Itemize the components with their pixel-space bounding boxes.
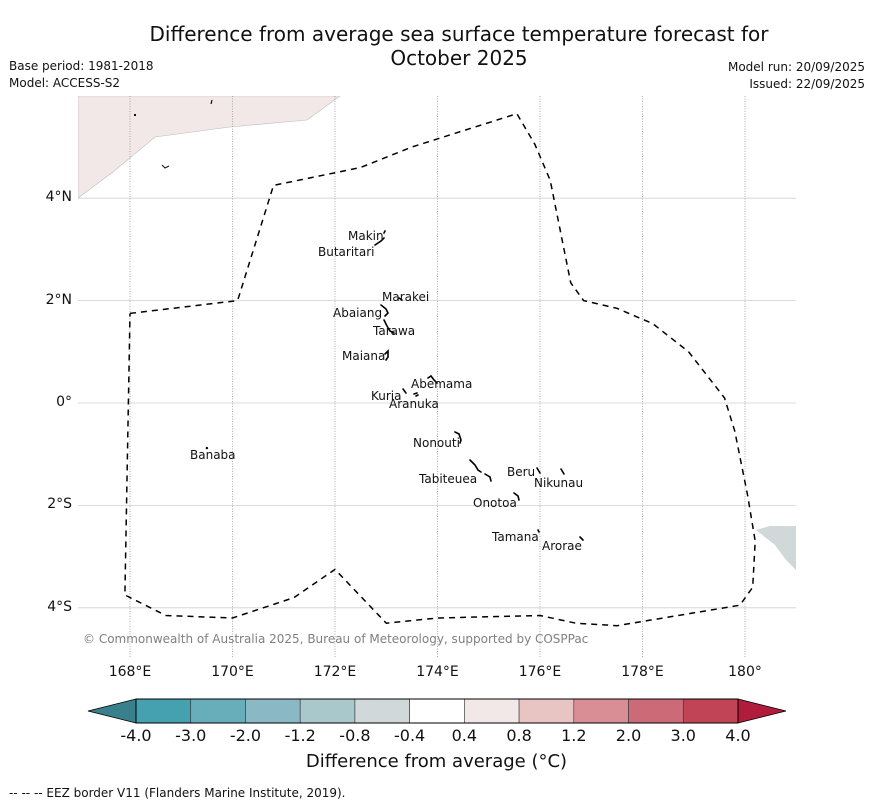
colorbar-bin	[628, 698, 684, 724]
meta-right: Model run: 20/09/2025 Issued: 22/09/2025	[728, 59, 865, 93]
colorbar-label: Difference from average (°C)	[305, 751, 568, 772]
island-label-onotoa: Onotoa	[473, 496, 517, 510]
colorbar-bin	[245, 698, 301, 724]
islet-marker	[134, 114, 136, 116]
lat-tick-label: 0°	[56, 394, 72, 410]
colorbar-tick-label: -0.8	[339, 726, 371, 745]
island-label-kuria: Kuria	[371, 389, 402, 403]
colorbar-over-arrow	[737, 698, 787, 724]
lon-tick-label: 176°E	[518, 664, 562, 680]
colorbar-tick-label: 0.4	[451, 726, 478, 745]
island-shape	[513, 492, 520, 501]
meta-left: Base period: 1981-2018 Model: ACCESS-S2	[9, 58, 154, 92]
eez-border-line	[124, 112, 756, 627]
island-shape	[413, 392, 419, 397]
island-label-nonouti: Nonouti	[413, 436, 460, 450]
islet-marker	[210, 99, 213, 105]
base-period: Base period: 1981-2018	[9, 59, 154, 73]
colorbar-bin	[135, 698, 192, 724]
chart-title: Difference from average sea surface temp…	[0, 22, 873, 70]
model-run-date: Model run: 20/09/2025	[727, 60, 865, 74]
lon-tick-label: 170°E	[211, 664, 254, 680]
colorbar-tick-label: -3.0	[175, 726, 207, 745]
island-label-tamana: Tamana	[492, 530, 539, 544]
island-shape	[384, 349, 389, 361]
colorbar-bin	[573, 698, 629, 724]
island-shape	[537, 529, 540, 533]
colorbar-bin	[299, 698, 356, 724]
colorbar-bin	[518, 698, 575, 724]
lon-tick-label: 174°E	[416, 664, 459, 680]
island-shape	[536, 467, 541, 474]
cool-anomaly-area	[756, 526, 796, 570]
island-label-maiana: Maiana	[342, 349, 386, 363]
island-label-aranuka: Aranuka	[389, 397, 439, 411]
colorbar-tick-label: -2.0	[229, 726, 262, 745]
colorbar-tick-label: 3.0	[670, 726, 696, 745]
lon-tick-label: 172°E	[313, 664, 357, 680]
island-shapes	[205, 230, 584, 541]
colorbar-bin	[354, 698, 410, 724]
colorbar-under-arrow	[87, 698, 137, 724]
island-shape	[380, 304, 389, 317]
copyright-text: © Commonwealth of Australia 2025, Bureau…	[83, 632, 589, 646]
island-shape	[454, 431, 462, 444]
colorbar-tick-label: -1.2	[284, 726, 316, 745]
lon-tick-label: 168°E	[108, 664, 152, 680]
title-line-1: Difference from average sea surface temp…	[149, 22, 769, 46]
warm-anomaly-area	[78, 96, 341, 199]
island-shape	[398, 297, 403, 301]
island-shape	[579, 536, 584, 541]
island-label-tabiteuea: Tabiteuea	[419, 472, 478, 486]
islet-marker	[161, 164, 170, 169]
colorbar-tick-label: -0.4	[394, 726, 426, 745]
island-label-butaritari: Butaritari	[318, 245, 375, 259]
island-shape	[560, 468, 565, 475]
island-label-tarawa: Tarawa	[373, 324, 416, 338]
island-label-banaba: Banaba	[190, 448, 236, 462]
colorbar-tick-label: 2.0	[615, 726, 642, 745]
lat-tick-label: 2°N	[45, 291, 72, 308]
island-shape	[205, 446, 209, 450]
colorbar-tick-label: 4.0	[725, 726, 751, 745]
model-name: Model: ACCESS-S2	[9, 76, 121, 90]
colorbar-bin	[409, 698, 465, 724]
lon-tick-label: 180°	[728, 664, 762, 680]
colorbar-bin	[682, 698, 739, 724]
island-label-abemama: Abemama	[411, 377, 473, 391]
lat-tick-label: 2°S	[47, 496, 72, 513]
island-shape	[374, 230, 386, 246]
lon-tick-label: 178°E	[621, 664, 664, 680]
colorbar-tick-label: 0.8	[506, 726, 532, 745]
colorbar-tick-label: -4.0	[120, 726, 152, 745]
island-label-beru: Beru	[507, 465, 536, 479]
lat-tick-label: 4°S	[47, 598, 72, 615]
island-label-nikunau: Nikunau	[534, 476, 584, 490]
island-shape	[383, 319, 395, 334]
gridlines	[78, 96, 796, 658]
island-shape	[402, 388, 407, 394]
island-shape	[427, 374, 438, 384]
island-label-arorae: Arorae	[542, 539, 582, 553]
island-shape	[469, 459, 492, 482]
eez-border	[124, 112, 756, 627]
title-line-2: October 2025	[390, 46, 528, 70]
island-label-marakei: Marakei	[382, 290, 430, 304]
issued-date: Issued: 22/09/2025	[749, 77, 865, 91]
eez-border-note: -- -- -- EEZ border V11 (Flanders Marine…	[9, 786, 346, 800]
colorbar-tick-label: 1.2	[561, 726, 587, 745]
island-label-abaiang: Abaiang	[333, 306, 383, 320]
colorbar-outline	[135, 698, 739, 724]
island-label-makin: Makin	[348, 229, 384, 243]
colorbar-bin	[190, 698, 246, 724]
lat-tick-label: 4°N	[45, 189, 72, 206]
colorbar-bin	[464, 698, 520, 724]
